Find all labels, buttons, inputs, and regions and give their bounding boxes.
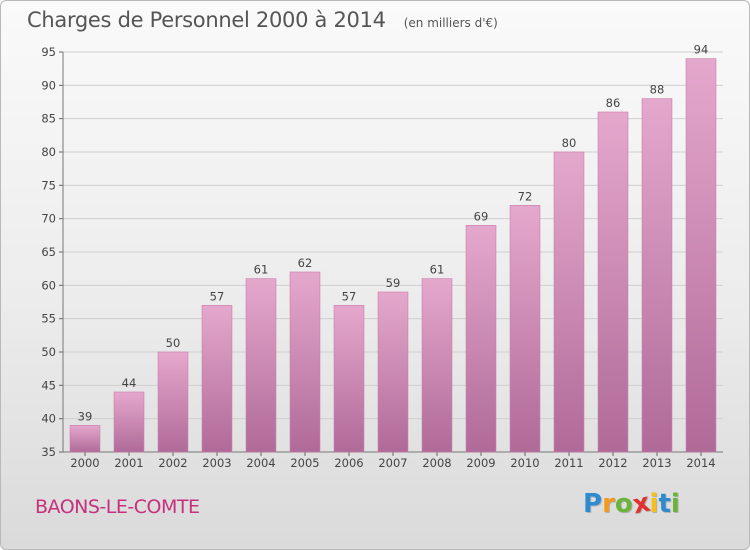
x-tick-label: 2013 bbox=[642, 456, 671, 470]
bar bbox=[245, 278, 277, 453]
logo-letter: o bbox=[614, 489, 633, 519]
bar-value-label: 59 bbox=[386, 276, 401, 290]
y-tick-label: 70 bbox=[41, 212, 56, 226]
chart-subtitle: (en milliers d'€) bbox=[403, 16, 498, 30]
bar bbox=[421, 278, 453, 453]
bar-value-label: 80 bbox=[562, 136, 577, 150]
y-tick-label: 55 bbox=[41, 312, 56, 326]
bar bbox=[333, 305, 365, 453]
bar-value-label: 69 bbox=[474, 209, 489, 223]
bar-value-label: 94 bbox=[694, 43, 709, 57]
y-tick-label: 60 bbox=[41, 278, 56, 292]
bars bbox=[69, 58, 717, 453]
y-tick-label: 85 bbox=[41, 112, 56, 126]
x-tick-label: 2001 bbox=[114, 456, 143, 470]
x-tick-label: 2009 bbox=[466, 456, 495, 470]
y-tick-label: 90 bbox=[41, 78, 56, 92]
bar bbox=[465, 225, 497, 453]
y-tick-label: 65 bbox=[41, 245, 56, 259]
y-tick-label: 35 bbox=[41, 445, 56, 459]
bar bbox=[685, 58, 717, 453]
x-tick-label: 2002 bbox=[158, 456, 187, 470]
logo-letter: r bbox=[602, 489, 615, 519]
bar bbox=[641, 98, 673, 453]
x-tick-label: 2008 bbox=[422, 456, 451, 470]
bar bbox=[289, 271, 321, 453]
bar-value-label: 72 bbox=[518, 189, 533, 203]
bar-value-label: 57 bbox=[342, 289, 357, 303]
bar-value-label: 44 bbox=[122, 376, 137, 390]
bar-value-label: 61 bbox=[430, 263, 445, 277]
y-tick-label: 45 bbox=[41, 378, 56, 392]
logo-letter: t bbox=[658, 489, 671, 519]
proxiti-logo: Proxiti bbox=[583, 488, 680, 523]
chart-title-text: Charges de Personnel 2000 à 2014 bbox=[27, 8, 386, 32]
bar-value-label: 50 bbox=[166, 336, 181, 350]
bar bbox=[113, 391, 145, 453]
bar-value-label: 39 bbox=[78, 409, 93, 423]
y-tick-label: 80 bbox=[41, 145, 56, 159]
bar bbox=[377, 291, 409, 453]
x-tick-label: 2007 bbox=[378, 456, 407, 470]
logo-letter: P bbox=[583, 489, 603, 519]
bar-value-label: 86 bbox=[606, 96, 621, 110]
x-tick-label: 2004 bbox=[246, 456, 275, 470]
commune-name: BAONS-LE-COMTE bbox=[35, 496, 200, 518]
labels: 35 40 45 50 55 60 65 70 75 80 85 90 95 39 2000 44 2001 50… bbox=[41, 43, 715, 470]
y-tick-label: 75 bbox=[41, 178, 56, 192]
x-tick-label: 2006 bbox=[334, 456, 363, 470]
logo-letter: i bbox=[670, 489, 680, 519]
bar bbox=[597, 111, 629, 453]
bar bbox=[553, 151, 585, 453]
x-tick-label: 2003 bbox=[202, 456, 231, 470]
x-tick-label: 2012 bbox=[598, 456, 627, 470]
bar bbox=[201, 305, 233, 453]
bar bbox=[509, 205, 541, 453]
bar bbox=[69, 425, 101, 453]
y-tick-label: 50 bbox=[41, 345, 56, 359]
bar-value-label: 57 bbox=[210, 289, 225, 303]
chart-title: Charges de Personnel 2000 à 2014 (en mill… bbox=[27, 8, 498, 32]
y-tick-label: 95 bbox=[41, 45, 56, 59]
x-tick-label: 2011 bbox=[554, 456, 583, 470]
bar-value-label: 88 bbox=[650, 83, 665, 97]
logo-letter: i bbox=[649, 489, 659, 519]
bar-value-label: 61 bbox=[254, 263, 269, 277]
bar-value-label: 62 bbox=[298, 256, 313, 270]
bar bbox=[157, 351, 189, 453]
y-tick-label: 40 bbox=[41, 412, 56, 426]
x-tick-label: 2000 bbox=[70, 456, 99, 470]
x-tick-label: 2010 bbox=[510, 456, 539, 470]
x-tick-label: 2014 bbox=[686, 456, 715, 470]
x-tick-label: 2005 bbox=[290, 456, 319, 470]
